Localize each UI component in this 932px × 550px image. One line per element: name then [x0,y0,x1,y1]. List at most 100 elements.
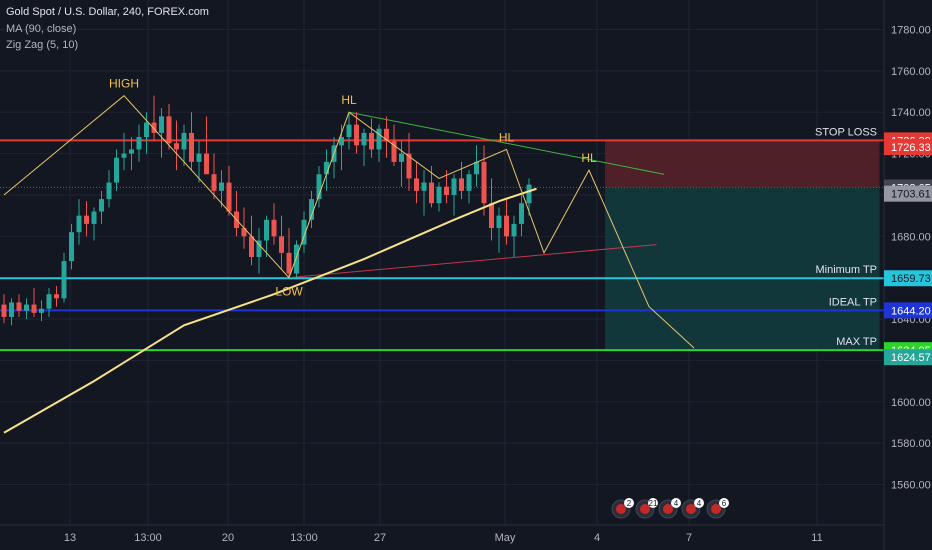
price-tick-label: 1560.00 [891,480,931,492]
candle-body [496,215,502,229]
candle-body [24,304,29,311]
zigzag-line [3,94,695,349]
candle-body [219,182,224,191]
candle-body [511,223,517,237]
ma-line [3,187,537,434]
candles [1,95,532,326]
position-zones [605,140,880,351]
candle-body [151,122,157,133]
candle-body [429,182,434,204]
time-tick-label: 27 [374,532,386,544]
candle-body [256,240,262,257]
candle-body [459,178,464,191]
price-tag-0-bg [884,139,932,156]
candle-body [114,157,119,183]
level-lines: STOP LOSS Minimum TP IDEAL TP MAX TP [0,126,884,352]
candle-body [264,219,269,241]
risk-zone [605,140,880,188]
badge-count-2: 4 [674,499,679,508]
candle-body [361,132,367,146]
time-axis[interactable]: 13 13:00 20 13:00 27 May 4 7 11 [0,524,884,544]
moving-average [3,187,537,434]
candle-body [301,219,307,245]
candle-body [39,308,44,313]
candle-body [451,178,457,195]
candle-body [76,215,82,233]
flag-icon [663,504,673,514]
resistance-trendline [348,111,665,175]
candle-body [241,228,247,237]
badge-count-0: 2 [627,499,632,508]
price-tag-2: 1703.61 [891,189,931,201]
flag-icon [686,504,696,514]
support-trendline [288,244,657,279]
candle-body [16,302,22,311]
annotation-3: HL [581,151,597,165]
level-label-2: IDEAL TP [829,296,877,308]
indicator-zigzag-label[interactable]: Zig Zag (5, 10) [6,39,79,51]
candle-body [444,186,449,195]
price-tag-0: 1726.33 [891,142,931,154]
price-axis[interactable]: 1560.001580.001600.001620.001640.001660.… [883,0,932,550]
candle-body [414,178,419,191]
flag-icon [711,504,721,514]
price-tick-label: 1600.00 [891,397,931,409]
candle-body [406,153,412,179]
candle-body [294,244,299,274]
candle-body [99,199,104,212]
candle-body [489,203,494,229]
badge-count-3: 4 [697,499,702,508]
badge-count-bg [694,498,704,508]
candle-body [144,122,149,138]
candle-body [249,236,254,257]
candle-body [166,116,172,144]
badge-count-4: 6 [722,499,727,508]
candle-body [136,137,142,150]
annotation-1: HL [341,93,357,107]
annotation-2: HL [499,130,515,144]
price-tick-label: 1580.00 [891,438,931,450]
badge-count-bg [648,498,658,508]
candle-body [436,186,442,204]
candle-body [316,174,322,200]
time-tick-label: 13 [64,532,76,544]
candle-body [54,294,59,299]
candle-body [129,149,134,154]
time-tick-label: 7 [686,532,692,544]
candle-body [519,203,524,224]
candle-body [286,252,292,274]
time-tick-label: 11 [811,532,822,544]
candle-body [421,182,427,191]
time-tick-label: 20 [222,532,234,544]
candle-body [339,137,344,146]
symbol-title[interactable]: Gold Spot / U.S. Dollar, 240, FOREX.com [6,6,209,18]
candle-body [174,143,179,150]
annotations: HIGH HL HL HL LOW [109,77,597,299]
candle-body [369,132,374,150]
candle-body [466,174,472,191]
candle-body [91,211,97,224]
price-tag-3-bg [884,349,932,366]
trendlines [288,111,665,279]
level-label-0: STOP LOSS [815,126,877,138]
candle-body [526,184,532,204]
zigzag [3,94,695,349]
candle-body [279,236,284,253]
badge-count-bg [624,498,634,508]
candle-body [1,304,7,317]
price-tag-2-bg [884,185,932,202]
event-badges[interactable]: 2 21 4 4 6 [611,498,729,519]
candle-body [474,161,479,175]
indicator-ma-label[interactable]: MA (90, close) [6,23,77,35]
time-tick-label: May [495,532,516,544]
time-tick-label: 4 [594,532,600,544]
candle-body [159,116,164,133]
price-tick-label: 1740.00 [891,107,931,119]
candle-body [189,132,194,162]
level-label-1: Minimum TP [815,264,877,276]
candle-body [121,153,127,158]
price-tick-label: 1760.00 [891,66,931,78]
time-tick-label: 13:00 [290,532,318,544]
price-tick-label: 1780.00 [891,25,931,37]
